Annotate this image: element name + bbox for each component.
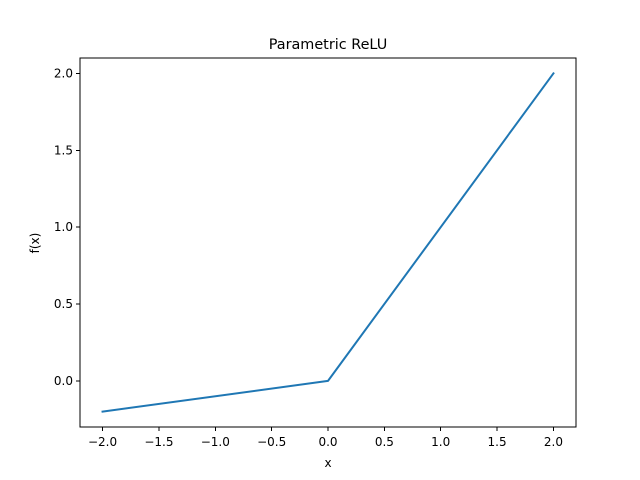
y-axis-label: f(x) [28, 233, 42, 254]
x-tick-label: 2.0 [544, 435, 563, 449]
chart-title: Parametric ReLU [269, 37, 388, 53]
x-tick-label: 1.5 [488, 435, 507, 449]
x-tick-label: 0.0 [318, 435, 337, 449]
x-tick-label: 1.0 [431, 435, 450, 449]
y-axis: 0.0 0.5 1.0 1.5 2.0 [54, 66, 80, 388]
x-tick-label: −1.0 [201, 435, 230, 449]
x-axis: −2.0 −1.5 −1.0 −0.5 0.0 0.5 1.0 1.5 2.0 [88, 427, 563, 449]
series-layer [101, 71, 555, 413]
x-tick-label: −1.5 [144, 435, 173, 449]
x-tick-label: 0.5 [375, 435, 394, 449]
series-line-0 [101, 71, 555, 413]
x-axis-label: x [324, 456, 331, 470]
y-tick-label: 1.0 [54, 220, 73, 234]
y-tick-label: 0.0 [54, 374, 73, 388]
x-tick-label: −0.5 [257, 435, 286, 449]
y-tick-label: 0.5 [54, 297, 73, 311]
y-tick-label: 2.0 [54, 66, 73, 80]
y-tick-label: 1.5 [54, 143, 73, 157]
x-tick-label: −2.0 [88, 435, 117, 449]
